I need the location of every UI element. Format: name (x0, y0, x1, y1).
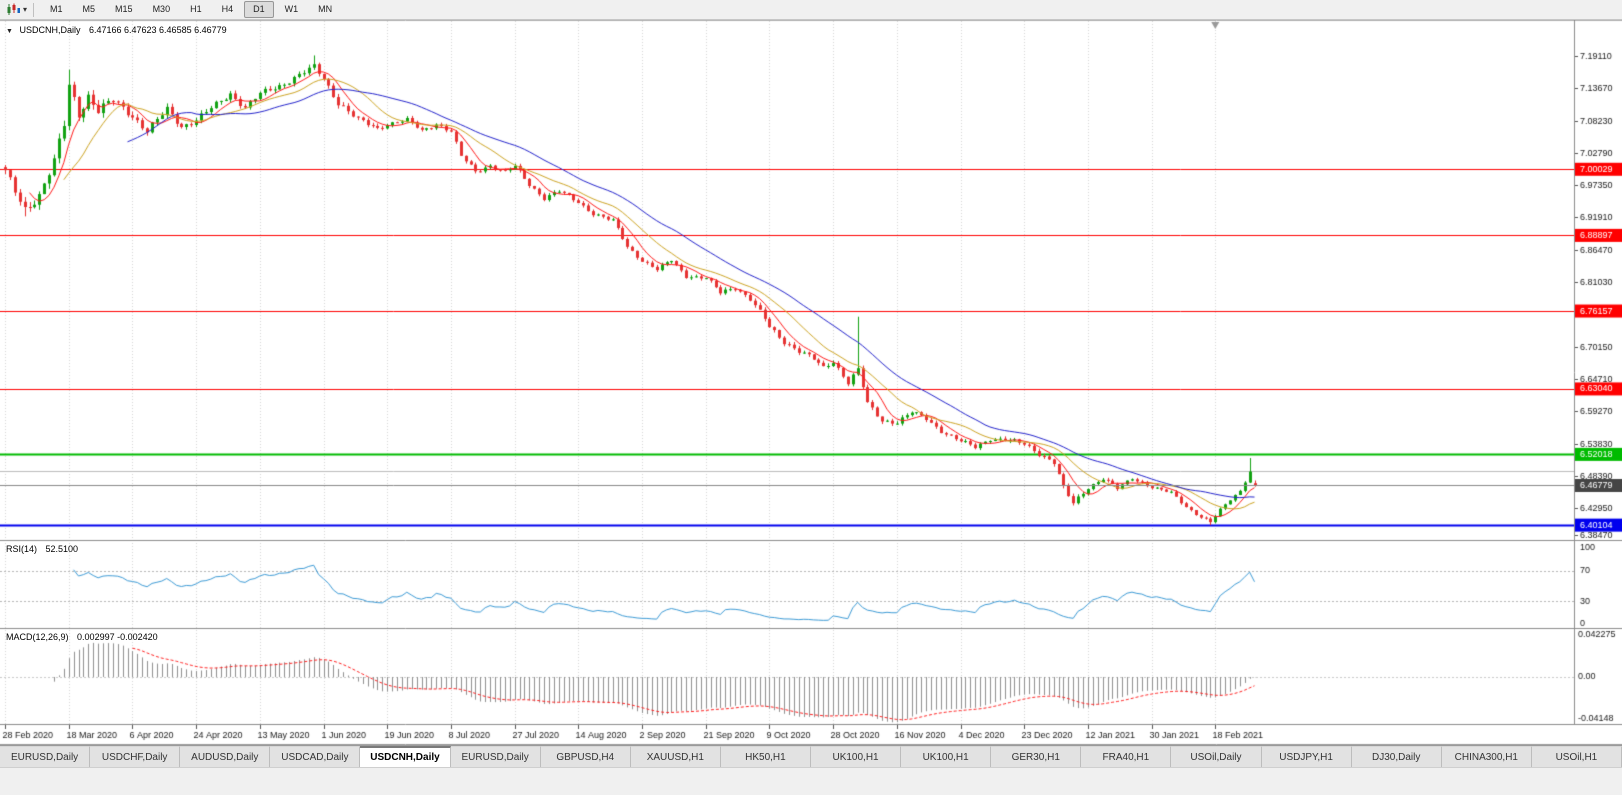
chart-tab-bar: EURUSD,Daily USDCHF,Daily AUDUSD,Daily USDC… (0, 745, 1622, 767)
chart-tab-usdchf-daily[interactable]: USDCHF,Daily (90, 746, 181, 767)
timeframe-button-d1[interactable]: D1 (244, 1, 274, 18)
chart-tab-uk100-h1[interactable]: UK100,H1 (810, 746, 902, 767)
chart-tab-ger30-h1[interactable]: GER30,H1 (991, 746, 1082, 767)
chart-tab-hk50-h1[interactable]: HK50,H1 (720, 746, 811, 767)
chart-tab-gbpusd-h4[interactable]: GBPUSD,H4 (540, 746, 631, 767)
timeframe-button-m1[interactable]: M1 (50, 4, 63, 14)
chart-tab-china300-h1[interactable]: CHINA300,H1 (1441, 746, 1532, 767)
chart-tab-uk100-h1[interactable]: UK100,H1 (901, 746, 992, 767)
timeframe-button-m5[interactable]: M5 (82, 4, 96, 14)
timeframe-button-m30[interactable]: M30 (152, 4, 171, 14)
chart-tab-eurusd-daily[interactable]: EURUSD,Daily (0, 746, 91, 767)
timeframe-button-w1[interactable]: W1 (284, 4, 299, 14)
chart-area: ▼ USDCNH,Daily 6.47166 6.47623 6.46585 6… (0, 20, 1622, 745)
toolbar-separator (33, 2, 35, 17)
chart-tab-usdcad-daily[interactable]: USDCAD,Daily (270, 746, 361, 767)
chart-tab-usoil-h1[interactable]: USOil,H1 (1531, 746, 1622, 767)
chart-tab-fra40-h1[interactable]: FRA40,H1 (1081, 746, 1172, 767)
chart-type-icon[interactable] (6, 3, 21, 16)
chart-tab-xauusd-h1[interactable]: XAUUSD,H1 (630, 746, 721, 767)
price-chart-canvas[interactable] (0, 20, 1622, 745)
timeframe-buttons: M1 M5 M15 M30 H1 H4 D1 W1 MN (40, 1, 342, 18)
chart-tab-usdjpy-h1[interactable]: USDJPY,H1 (1261, 746, 1352, 767)
timeframe-button-h4[interactable]: H4 (221, 4, 234, 14)
chart-tab-usdcnh-daily[interactable]: USDCNH,Daily (360, 746, 451, 767)
collapse-arrow-icon[interactable]: ▼ (6, 28, 13, 35)
status-bar (0, 767, 1622, 795)
chart-tab-dj30-daily[interactable]: DJ30,Daily (1351, 746, 1442, 767)
chart-tab-usoil-daily[interactable]: USOil,Daily (1171, 746, 1262, 767)
timeframe-button-mn[interactable]: MN (318, 4, 333, 14)
timeframe-button-m15[interactable]: M15 (115, 4, 133, 14)
timeframe-button-h1[interactable]: H1 (190, 4, 202, 14)
timeframe-toolbar: ▾ M1 M5 M15 M30 H1 H4 D1 W1 MN (0, 0, 1622, 20)
chart-tab-audusd-daily[interactable]: AUDUSD,Daily (180, 746, 271, 767)
chart-type-dropdown-caret-icon[interactable]: ▾ (23, 5, 28, 14)
chart-tab-eurusd-daily[interactable]: EURUSD,Daily (450, 746, 541, 767)
